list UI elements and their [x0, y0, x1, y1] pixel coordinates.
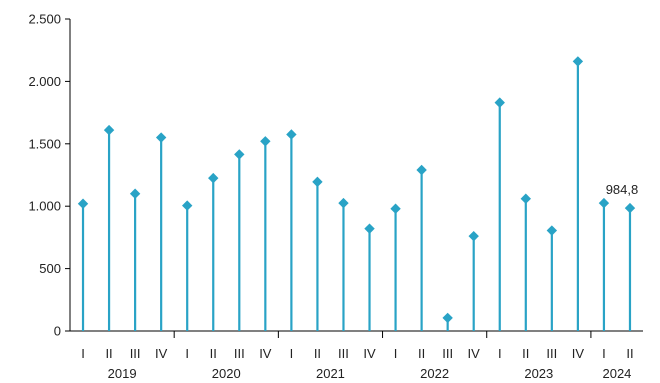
quarter-label: II — [210, 346, 217, 361]
year-label: 2020 — [212, 366, 241, 381]
lollipop-series — [77, 56, 636, 331]
quarter-label: II — [522, 346, 529, 361]
y-axis: 0 500 1.000 1.500 2.000 2.500 — [28, 12, 71, 339]
data-point — [260, 136, 271, 147]
quarter-label: IV — [363, 346, 376, 361]
quarter-label: I — [602, 346, 606, 361]
quarter-label: IV — [468, 346, 481, 361]
data-point — [77, 198, 89, 209]
data-labels: 984,8 — [606, 182, 639, 197]
quarter-label: IV — [155, 346, 168, 361]
data-label: 984,8 — [606, 182, 639, 197]
quarter-label: I — [498, 346, 502, 361]
quarter-label: III — [130, 346, 141, 361]
data-point — [416, 164, 427, 176]
quarter-label: I — [185, 346, 189, 361]
year-label: 2022 — [420, 366, 449, 381]
quarter-label: IV — [259, 346, 272, 361]
quarter-label: I — [394, 346, 398, 361]
data-point — [546, 225, 558, 236]
quarter-label: III — [338, 346, 349, 361]
quarter-label: I — [81, 346, 85, 361]
data-point — [364, 223, 375, 234]
data-point — [390, 203, 401, 214]
data-point — [129, 188, 141, 199]
quarter-label: I — [290, 346, 294, 361]
year-label: 2021 — [316, 366, 345, 381]
data-point — [208, 172, 219, 184]
y-tick-label: 2.500 — [28, 12, 61, 27]
y-tick-label: 1.500 — [28, 136, 61, 151]
quarter-label: II — [626, 346, 633, 361]
quarter-label: II — [418, 346, 425, 361]
year-label: 2019 — [108, 366, 137, 381]
data-point — [182, 200, 193, 211]
quarter-label: II — [105, 346, 112, 361]
y-tick-label: 0 — [54, 324, 61, 339]
data-point — [234, 149, 245, 160]
data-point — [312, 176, 323, 188]
quarter-label: III — [234, 346, 245, 361]
year-label: 2023 — [524, 366, 553, 381]
quarter-label: IV — [572, 346, 585, 361]
quarter-label: III — [546, 346, 557, 361]
data-point — [468, 230, 479, 242]
data-point — [598, 197, 610, 209]
quarter-label: III — [442, 346, 453, 361]
data-point — [155, 132, 167, 143]
y-tick-label: 500 — [39, 261, 61, 276]
data-point — [624, 202, 636, 214]
year-label: 2024 — [602, 366, 631, 381]
data-point — [494, 97, 505, 108]
y-tick-label: 2.000 — [28, 74, 61, 89]
data-point — [442, 312, 453, 324]
data-point — [286, 129, 297, 140]
data-point — [338, 197, 349, 209]
data-point — [520, 193, 531, 204]
y-tick-label: 1.000 — [28, 199, 61, 214]
quarter-label: II — [314, 346, 321, 361]
data-point — [572, 56, 584, 67]
data-point — [103, 124, 115, 136]
